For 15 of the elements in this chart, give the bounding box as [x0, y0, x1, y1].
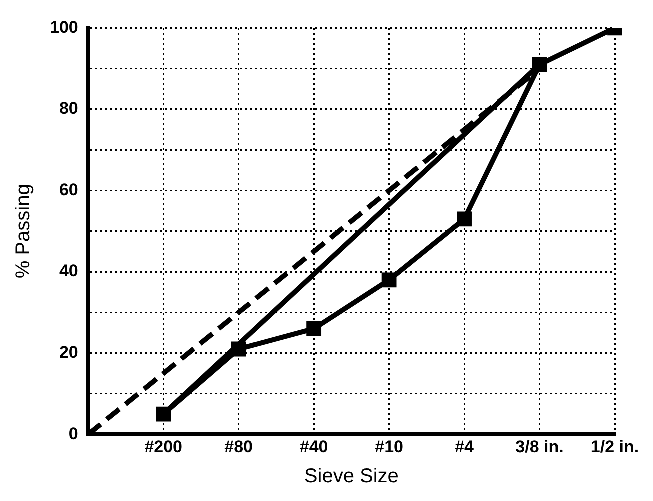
y-tick-label: 40 [59, 262, 78, 281]
x-tick-label: #80 [224, 437, 254, 456]
y-axis-title: % Passing [12, 184, 35, 279]
x-tick-label: 3/8 in. [516, 437, 564, 456]
x-tick-label: #200 [144, 437, 183, 456]
y-tick-label: 80 [59, 99, 78, 118]
x-tick-label: #40 [300, 437, 328, 456]
x-tick-label: #4 [455, 437, 475, 456]
x-tick-label: 1/2 in. [590, 437, 640, 456]
x-axis-title: Sieve Size [304, 466, 399, 488]
y-tick-label: 20 [59, 343, 78, 362]
y-tick-label: 60 [59, 180, 78, 200]
x-tick-label: #10 [375, 437, 404, 456]
y-tick-label: 0 [68, 424, 78, 444]
y-tick-label: 100 [50, 18, 78, 37]
